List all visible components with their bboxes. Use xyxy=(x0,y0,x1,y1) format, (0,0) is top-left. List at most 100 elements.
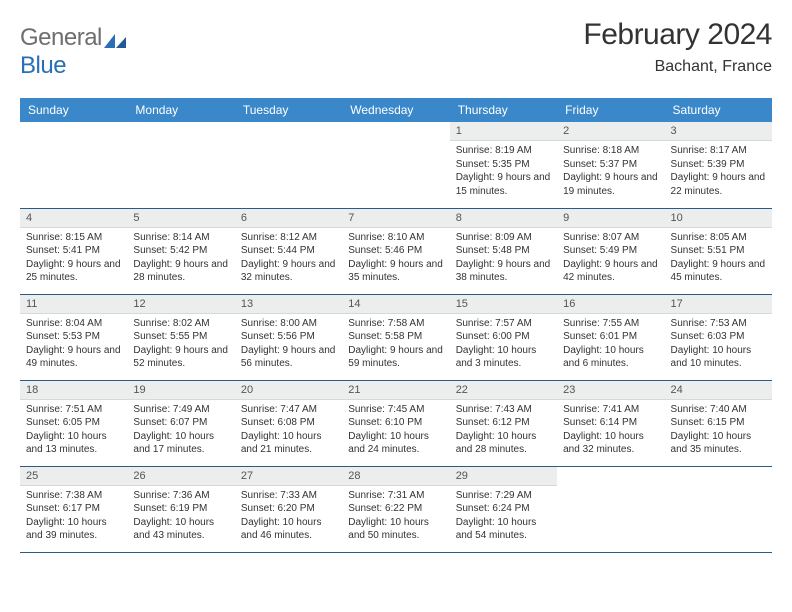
sunrise-line: Sunrise: 8:02 AM xyxy=(133,317,228,331)
daylight-line: Daylight: 10 hours and 6 minutes. xyxy=(563,344,658,371)
day-number: 3 xyxy=(665,122,772,141)
day-number: 6 xyxy=(235,209,342,228)
daylight-line: Daylight: 9 hours and 32 minutes. xyxy=(241,258,336,285)
day-number: 18 xyxy=(20,381,127,400)
day-number: 14 xyxy=(342,295,449,314)
sunrise-line: Sunrise: 8:14 AM xyxy=(133,231,228,245)
sunrise-line: Sunrise: 7:53 AM xyxy=(671,317,766,331)
day-number: 1 xyxy=(450,122,557,141)
weekday-header: Wednesday xyxy=(342,98,449,122)
sunset-line: Sunset: 5:46 PM xyxy=(348,244,443,258)
sunrise-line: Sunrise: 8:00 AM xyxy=(241,317,336,331)
day-details: Sunrise: 7:49 AMSunset: 6:07 PMDaylight:… xyxy=(127,400,234,461)
day-number: 13 xyxy=(235,295,342,314)
sunrise-line: Sunrise: 7:40 AM xyxy=(671,403,766,417)
calendar-week-row: 25Sunrise: 7:38 AMSunset: 6:17 PMDayligh… xyxy=(20,466,772,552)
sunset-line: Sunset: 5:48 PM xyxy=(456,244,551,258)
daylight-line: Daylight: 10 hours and 13 minutes. xyxy=(26,430,121,457)
sunset-line: Sunset: 5:55 PM xyxy=(133,330,228,344)
daylight-line: Daylight: 10 hours and 24 minutes. xyxy=(348,430,443,457)
day-number: 11 xyxy=(20,295,127,314)
calendar-day-cell: 20Sunrise: 7:47 AMSunset: 6:08 PMDayligh… xyxy=(235,380,342,466)
sunset-line: Sunset: 6:07 PM xyxy=(133,416,228,430)
calendar-day-cell: 25Sunrise: 7:38 AMSunset: 6:17 PMDayligh… xyxy=(20,466,127,552)
weekday-header: Saturday xyxy=(665,98,772,122)
weekday-header-row: Sunday Monday Tuesday Wednesday Thursday… xyxy=(20,98,772,122)
daylight-line: Daylight: 9 hours and 25 minutes. xyxy=(26,258,121,285)
weekday-header: Thursday xyxy=(450,98,557,122)
calendar-day-cell: 6Sunrise: 8:12 AMSunset: 5:44 PMDaylight… xyxy=(235,208,342,294)
sunset-line: Sunset: 5:56 PM xyxy=(241,330,336,344)
daylight-line: Daylight: 10 hours and 32 minutes. xyxy=(563,430,658,457)
calendar-day-cell xyxy=(20,122,127,208)
daylight-line: Daylight: 9 hours and 42 minutes. xyxy=(563,258,658,285)
sunrise-line: Sunrise: 7:45 AM xyxy=(348,403,443,417)
calendar-day-cell: 15Sunrise: 7:57 AMSunset: 6:00 PMDayligh… xyxy=(450,294,557,380)
calendar-week-row: 4Sunrise: 8:15 AMSunset: 5:41 PMDaylight… xyxy=(20,208,772,294)
day-details: Sunrise: 8:12 AMSunset: 5:44 PMDaylight:… xyxy=(235,228,342,289)
sunrise-line: Sunrise: 7:38 AM xyxy=(26,489,121,503)
day-details: Sunrise: 8:19 AMSunset: 5:35 PMDaylight:… xyxy=(450,141,557,202)
sunset-line: Sunset: 6:08 PM xyxy=(241,416,336,430)
sunrise-line: Sunrise: 8:19 AM xyxy=(456,144,551,158)
day-number: 24 xyxy=(665,381,772,400)
day-details: Sunrise: 7:53 AMSunset: 6:03 PMDaylight:… xyxy=(665,314,772,375)
calendar-day-cell: 11Sunrise: 8:04 AMSunset: 5:53 PMDayligh… xyxy=(20,294,127,380)
sunset-line: Sunset: 6:22 PM xyxy=(348,502,443,516)
day-details: Sunrise: 8:04 AMSunset: 5:53 PMDaylight:… xyxy=(20,314,127,375)
day-details: Sunrise: 7:47 AMSunset: 6:08 PMDaylight:… xyxy=(235,400,342,461)
sunrise-line: Sunrise: 8:17 AM xyxy=(671,144,766,158)
day-number: 16 xyxy=(557,295,664,314)
sunset-line: Sunset: 6:00 PM xyxy=(456,330,551,344)
day-details: Sunrise: 8:07 AMSunset: 5:49 PMDaylight:… xyxy=(557,228,664,289)
sunset-line: Sunset: 6:19 PM xyxy=(133,502,228,516)
month-title: February 2024 xyxy=(583,18,772,52)
sunset-line: Sunset: 6:17 PM xyxy=(26,502,121,516)
daylight-line: Daylight: 9 hours and 19 minutes. xyxy=(563,171,658,198)
calendar-day-cell: 27Sunrise: 7:33 AMSunset: 6:20 PMDayligh… xyxy=(235,466,342,552)
day-details: Sunrise: 8:17 AMSunset: 5:39 PMDaylight:… xyxy=(665,141,772,202)
weekday-header: Monday xyxy=(127,98,234,122)
day-details: Sunrise: 7:36 AMSunset: 6:19 PMDaylight:… xyxy=(127,486,234,547)
calendar-day-cell: 4Sunrise: 8:15 AMSunset: 5:41 PMDaylight… xyxy=(20,208,127,294)
calendar-day-cell: 29Sunrise: 7:29 AMSunset: 6:24 PMDayligh… xyxy=(450,466,557,552)
day-details: Sunrise: 8:00 AMSunset: 5:56 PMDaylight:… xyxy=(235,314,342,375)
day-details: Sunrise: 8:14 AMSunset: 5:42 PMDaylight:… xyxy=(127,228,234,289)
day-details: Sunrise: 8:10 AMSunset: 5:46 PMDaylight:… xyxy=(342,228,449,289)
sunrise-line: Sunrise: 7:43 AM xyxy=(456,403,551,417)
daylight-line: Daylight: 10 hours and 21 minutes. xyxy=(241,430,336,457)
daylight-line: Daylight: 10 hours and 39 minutes. xyxy=(26,516,121,543)
calendar-day-cell xyxy=(235,122,342,208)
daylight-line: Daylight: 9 hours and 38 minutes. xyxy=(456,258,551,285)
daylight-line: Daylight: 9 hours and 22 minutes. xyxy=(671,171,766,198)
day-details: Sunrise: 7:33 AMSunset: 6:20 PMDaylight:… xyxy=(235,486,342,547)
sunset-line: Sunset: 6:24 PM xyxy=(456,502,551,516)
calendar-day-cell: 17Sunrise: 7:53 AMSunset: 6:03 PMDayligh… xyxy=(665,294,772,380)
sunset-line: Sunset: 5:39 PM xyxy=(671,158,766,172)
sunrise-line: Sunrise: 7:49 AM xyxy=(133,403,228,417)
sunset-line: Sunset: 6:12 PM xyxy=(456,416,551,430)
sunrise-line: Sunrise: 7:55 AM xyxy=(563,317,658,331)
calendar-day-cell: 12Sunrise: 8:02 AMSunset: 5:55 PMDayligh… xyxy=(127,294,234,380)
sunset-line: Sunset: 6:10 PM xyxy=(348,416,443,430)
location: Bachant, France xyxy=(583,58,772,76)
day-number: 10 xyxy=(665,209,772,228)
day-details: Sunrise: 8:02 AMSunset: 5:55 PMDaylight:… xyxy=(127,314,234,375)
day-number: 28 xyxy=(342,467,449,486)
sunrise-line: Sunrise: 7:41 AM xyxy=(563,403,658,417)
calendar-week-row: 11Sunrise: 8:04 AMSunset: 5:53 PMDayligh… xyxy=(20,294,772,380)
sunset-line: Sunset: 6:14 PM xyxy=(563,416,658,430)
sunset-line: Sunset: 5:44 PM xyxy=(241,244,336,258)
sunrise-line: Sunrise: 8:09 AM xyxy=(456,231,551,245)
day-number: 23 xyxy=(557,381,664,400)
calendar-day-cell: 7Sunrise: 8:10 AMSunset: 5:46 PMDaylight… xyxy=(342,208,449,294)
daylight-line: Daylight: 10 hours and 54 minutes. xyxy=(456,516,551,543)
daylight-line: Daylight: 9 hours and 45 minutes. xyxy=(671,258,766,285)
sunrise-line: Sunrise: 7:51 AM xyxy=(26,403,121,417)
weekday-header: Friday xyxy=(557,98,664,122)
sunrise-line: Sunrise: 7:33 AM xyxy=(241,489,336,503)
day-details: Sunrise: 7:58 AMSunset: 5:58 PMDaylight:… xyxy=(342,314,449,375)
header: GeneralBlue February 2024 Bachant, Franc… xyxy=(20,18,772,80)
daylight-line: Daylight: 10 hours and 10 minutes. xyxy=(671,344,766,371)
sunset-line: Sunset: 5:41 PM xyxy=(26,244,121,258)
